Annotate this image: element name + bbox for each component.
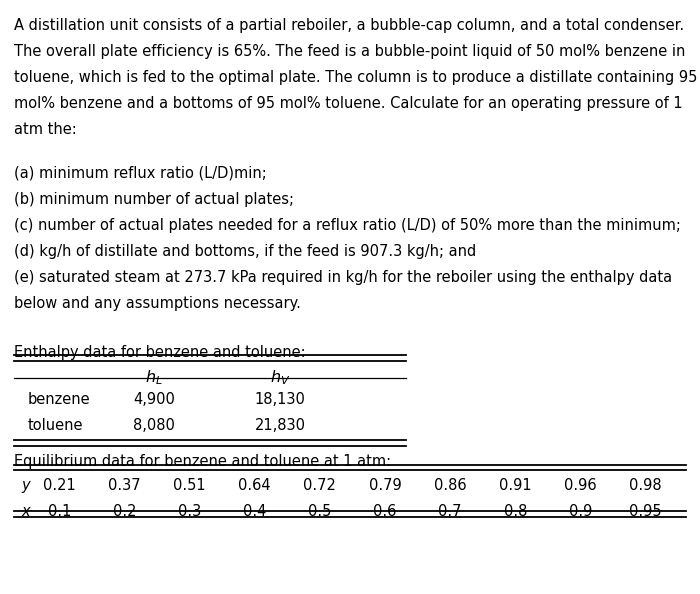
Text: atm the:: atm the: [14, 122, 77, 137]
Text: (e) saturated steam at 273.7 kPa required in kg/h for the reboiler using the ent: (e) saturated steam at 273.7 kPa require… [14, 270, 672, 285]
Text: (d) kg/h of distillate and bottoms, if the feed is 907.3 kg/h; and: (d) kg/h of distillate and bottoms, if t… [14, 244, 476, 259]
Text: 0.96: 0.96 [564, 478, 596, 493]
Text: 0.86: 0.86 [434, 478, 466, 493]
Text: y: y [21, 478, 29, 493]
Text: $h_V$: $h_V$ [270, 368, 290, 387]
Text: 0.79: 0.79 [369, 478, 401, 493]
Text: 0.6: 0.6 [373, 504, 397, 519]
Text: (c) number of actual plates needed for a reflux ratio (L/D) of 50% more than the: (c) number of actual plates needed for a… [14, 218, 681, 233]
Text: 0.21: 0.21 [43, 478, 76, 493]
Text: 0.5: 0.5 [308, 504, 332, 519]
Text: below and any assumptions necessary.: below and any assumptions necessary. [14, 296, 301, 311]
Text: 0.9: 0.9 [568, 504, 592, 519]
Text: 0.72: 0.72 [304, 478, 336, 493]
Text: 0.64: 0.64 [239, 478, 271, 493]
Text: 0.2: 0.2 [113, 504, 136, 519]
Text: 0.4: 0.4 [243, 504, 267, 519]
Text: 0.95: 0.95 [629, 504, 662, 519]
Text: 8,080: 8,080 [133, 418, 175, 432]
Text: 21,830: 21,830 [255, 418, 305, 432]
Text: The overall plate efficiency is 65%. The feed is a bubble-point liquid of 50 mol: The overall plate efficiency is 65%. The… [14, 44, 685, 59]
Text: A distillation unit consists of a partial reboiler, a bubble-cap column, and a t: A distillation unit consists of a partia… [14, 18, 684, 33]
Text: 0.3: 0.3 [178, 504, 202, 519]
Text: 0.7: 0.7 [438, 504, 462, 519]
Text: $h_L$: $h_L$ [145, 368, 163, 387]
Text: x: x [21, 504, 29, 519]
Text: Enthalpy data for benzene and toluene:: Enthalpy data for benzene and toluene: [14, 345, 306, 359]
Text: Equilibrium data for benzene and toluene at 1 atm:: Equilibrium data for benzene and toluene… [14, 454, 391, 469]
Text: benzene: benzene [28, 391, 90, 406]
Text: 4,900: 4,900 [133, 391, 175, 406]
Text: 0.1: 0.1 [48, 504, 71, 519]
Text: 0.51: 0.51 [174, 478, 206, 493]
Text: 0.91: 0.91 [499, 478, 531, 493]
Text: 18,130: 18,130 [255, 391, 305, 406]
Text: 0.98: 0.98 [629, 478, 662, 493]
Text: (a) minimum reflux ratio (L/D)min;: (a) minimum reflux ratio (L/D)min; [14, 166, 267, 181]
Text: toluene: toluene [28, 418, 83, 432]
Text: (b) minimum number of actual plates;: (b) minimum number of actual plates; [14, 192, 294, 207]
Text: 0.37: 0.37 [108, 478, 141, 493]
Text: toluene, which is fed to the optimal plate. The column is to produce a distillat: toluene, which is fed to the optimal pla… [14, 70, 697, 85]
Text: 0.8: 0.8 [503, 504, 527, 519]
Text: mol% benzene and a bottoms of 95 mol% toluene. Calculate for an operating pressu: mol% benzene and a bottoms of 95 mol% to… [14, 96, 682, 111]
